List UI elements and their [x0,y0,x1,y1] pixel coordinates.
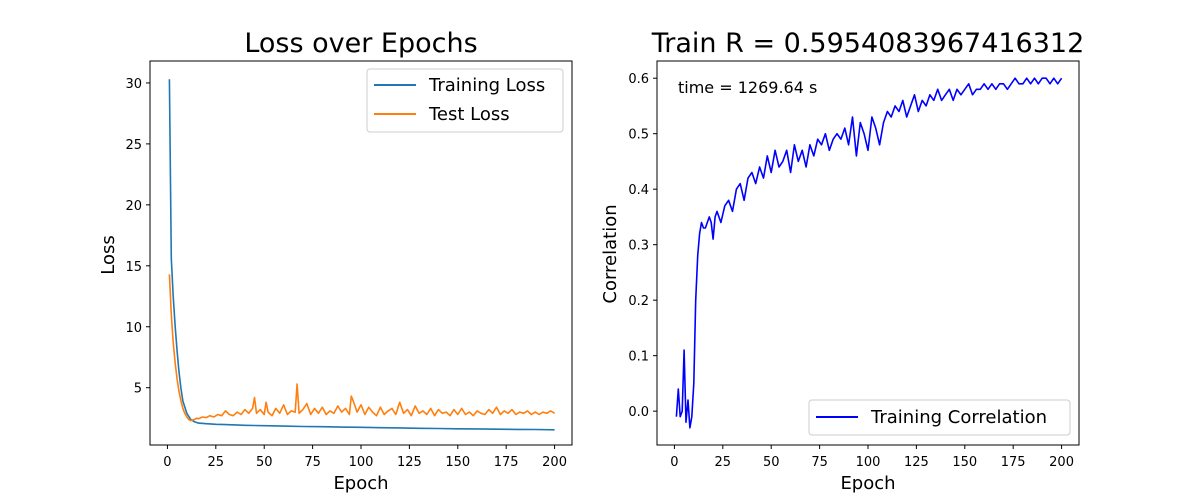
y-tick-label: 10 [125,321,142,336]
x-tick-label: 100 [349,455,374,470]
y-tick-label: 15 [125,260,142,275]
x-tick-label: 50 [256,455,273,470]
y-tick-label: 0.6 [628,72,649,87]
x-tick-label: 150 [445,455,470,470]
loss-legend: Training Loss Test Loss [366,68,564,133]
y-tick-label: 0.4 [628,183,649,198]
loss-chart-title: Loss over Epochs [244,28,477,59]
y-tick-label: 25 [125,138,142,153]
y-tick-label: 20 [125,199,142,214]
correlation-series-lines [675,77,1063,429]
correlation-legend-frame [808,399,1071,436]
correlation-chart: Train R = 0.5954083967416312 0 25 50 75 100 1… [600,28,1084,494]
legend-label-training-loss: Training Loss [428,75,545,96]
correlation-axes-ticks: 0 25 50 75 100 125 150 175 200 0.0 0.1 0.2 0.3 0.4 0.5… [628,72,1074,470]
x-tick-label: 125 [904,455,929,470]
y-tick-label: 0.2 [628,294,649,309]
time-annotation: time = 1269.64 s [678,78,817,97]
legend-label-training-correlation: Training Correlation [870,407,1047,428]
x-tick-label: 25 [715,455,732,470]
x-tick-label: 50 [763,455,780,470]
series-line-training-correlation [675,77,1063,429]
x-tick-label: 75 [811,455,828,470]
loss-chart: Loss over Epochs 0 25 50 75 100 125 150 175 200 5… [98,28,573,494]
y-tick-label: 0.3 [628,239,649,254]
x-tick-label: 150 [952,455,977,470]
series-line-training-loss [168,79,555,431]
correlation-y-axis-title: Correlation [600,204,621,303]
x-tick-label: 175 [1001,455,1026,470]
series-line-test-loss [168,274,556,422]
loss-series-lines [168,79,556,431]
legend-label-test-loss: Test Loss [428,104,510,125]
y-tick-label: 0.5 [628,128,649,143]
x-tick-label: 100 [856,455,881,470]
loss-x-axis-title: Epoch [333,473,388,494]
correlation-legend: Training Correlation [808,399,1071,436]
x-tick-label: 175 [494,455,519,470]
x-tick-label: 200 [1049,455,1074,470]
y-tick-label: 0.0 [628,405,649,420]
loss-y-axis-title: Loss [98,235,119,274]
x-tick-label: 125 [397,455,422,470]
x-tick-label: 200 [542,455,567,470]
x-tick-label: 25 [208,455,225,470]
y-tick-label: 0.1 [628,350,649,365]
x-tick-label: 0 [163,455,171,470]
y-tick-label: 30 [125,77,142,92]
loss-axes-ticks: 0 25 50 75 100 125 150 175 200 5 10 15 20 25 30 [125,77,567,470]
x-tick-label: 0 [670,455,678,470]
x-tick-label: 75 [304,455,321,470]
correlation-chart-title: Train R = 0.5954083967416312 [651,28,1085,59]
y-tick-label: 5 [134,382,142,397]
correlation-x-axis-title: Epoch [840,473,895,494]
